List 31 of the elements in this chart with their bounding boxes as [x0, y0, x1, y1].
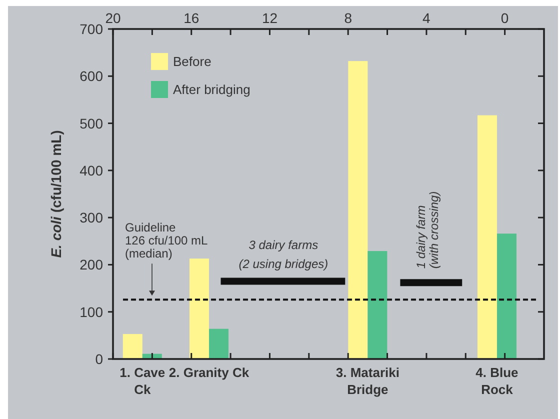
bar — [477, 115, 497, 359]
x-tick-label: 0 — [500, 10, 509, 26]
x-tick-label: 8 — [344, 10, 352, 26]
y-tick-label: 500 — [80, 115, 104, 132]
bar — [348, 61, 368, 359]
bar — [208, 328, 228, 359]
annotation: 3. Matariki Bridge — [336, 365, 400, 397]
bar — [496, 234, 516, 359]
y-tick-label: 0 — [95, 351, 104, 367]
y-tick-label: 100 — [80, 304, 104, 320]
legend-label: After bridging — [173, 82, 250, 97]
bar — [368, 251, 388, 359]
annotation: 3 dairy farms (2 using bridges) — [238, 238, 328, 272]
y-tick-label: 300 — [80, 210, 104, 226]
y-tick-label: 700 — [80, 21, 104, 37]
y-axis-title: E. coli (cfu/100 mL) — [48, 130, 64, 258]
x-tick-label: 4 — [422, 10, 431, 26]
x-tick-label: 20 — [105, 10, 121, 26]
y-tick-label: 600 — [80, 68, 104, 84]
x-tick-label: 16 — [184, 10, 200, 26]
legend-label: Before — [173, 54, 212, 69]
bar — [122, 334, 142, 359]
y-tick-label: 400 — [80, 162, 104, 178]
bar — [189, 258, 209, 359]
x-tick-label: 12 — [262, 10, 278, 26]
y-tick-label: 200 — [80, 256, 104, 273]
annotation: 1. Cave Ck — [120, 365, 166, 397]
ref-line-label: Guideline 126 cfu/100 mL (median) — [125, 220, 208, 261]
annotation: 1 dairy farm (with crossing) — [414, 191, 442, 269]
annotation: 4. Blue Rock — [476, 365, 518, 397]
annotation: 2. Granity Ck — [168, 365, 250, 380]
